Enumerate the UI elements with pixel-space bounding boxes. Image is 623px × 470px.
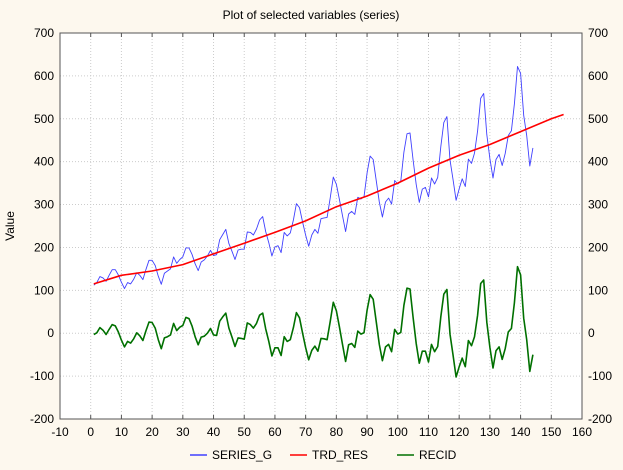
series-line-trd-res	[93, 113, 564, 285]
y-tick-label-right: 300	[588, 198, 608, 212]
x-tick-label: 120	[449, 425, 469, 439]
grid	[60, 33, 582, 419]
x-tick-label: 50	[238, 425, 252, 439]
chart-title: Plot of selected variables (series)	[223, 8, 400, 22]
y-tick-label-left: -100	[30, 369, 54, 383]
x-tick-label: 130	[480, 425, 500, 439]
y-tick-label-left: 500	[34, 112, 54, 126]
y-tick-label-left: 400	[34, 155, 54, 169]
y-tick-label-right: -100	[588, 369, 612, 383]
x-tick-label: 40	[207, 425, 221, 439]
legend-label: TRD_RES	[312, 448, 368, 462]
x-tick-label: 160	[572, 425, 592, 439]
y-tick-label-right: -200	[588, 412, 612, 426]
axis-ticks: -10 0 10 20 30 40 50 60 70 80 90 100 110 120 130 140 150…	[30, 26, 612, 439]
x-tick-label: 150	[541, 425, 561, 439]
x-tick-label: 110	[419, 425, 438, 439]
x-tick-label: 60	[268, 425, 282, 439]
x-tick-label: 0	[87, 425, 94, 439]
y-tick-label-left: 600	[34, 69, 54, 83]
plot-frame	[59, 32, 583, 420]
y-tick-label-right: 400	[588, 155, 608, 169]
y-tick-label-left: 100	[34, 283, 54, 297]
series-lines	[93, 66, 564, 378]
y-tick-label-right: 0	[588, 326, 595, 340]
legend: SERIES_G TRD_RES RECID	[190, 448, 457, 462]
x-tick-label: 100	[388, 425, 408, 439]
y-tick-label-right: 500	[588, 112, 608, 126]
series-line-recid	[93, 265, 534, 378]
x-tick-label: 70	[299, 425, 313, 439]
series-line-series-g	[93, 66, 534, 290]
y-tick-label-right: 100	[588, 283, 608, 297]
legend-label: RECID	[419, 448, 457, 462]
x-tick-label: 30	[176, 425, 190, 439]
x-tick-label: -10	[51, 425, 69, 439]
y-tick-label-left: 700	[34, 26, 54, 40]
legend-label: SERIES_G	[212, 448, 272, 462]
y-tick-label-right: 700	[588, 26, 608, 40]
y-tick-label-left: 0	[47, 326, 54, 340]
x-tick-label: 20	[145, 425, 159, 439]
y-tick-label-left: -200	[30, 412, 54, 426]
x-tick-label: 140	[511, 425, 531, 439]
x-tick-label: 80	[330, 425, 344, 439]
y-axis-label: Value	[3, 211, 17, 241]
x-tick-label: 90	[360, 425, 374, 439]
y-tick-label-right: 600	[588, 69, 608, 83]
y-tick-label-left: 200	[34, 240, 54, 254]
y-tick-label-left: 300	[34, 198, 54, 212]
y-tick-label-right: 200	[588, 240, 608, 254]
plot-area	[60, 33, 582, 419]
x-tick-label: 10	[115, 425, 129, 439]
